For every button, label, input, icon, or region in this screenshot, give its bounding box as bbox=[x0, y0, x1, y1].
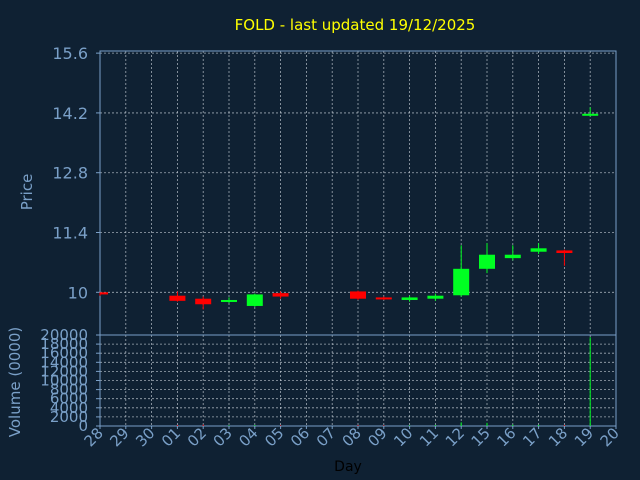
volume-tick-label: 10000 bbox=[40, 372, 88, 390]
candle-body-down bbox=[195, 298, 212, 305]
candle-body-up bbox=[246, 294, 263, 306]
price-panel: 10 11.4 12.8 14.2 15.6 bbox=[52, 44, 617, 336]
candle-body-down bbox=[169, 295, 186, 301]
candle-body-up bbox=[401, 297, 418, 300]
candle-body-up bbox=[427, 295, 444, 299]
volume-tick-label: 16000 bbox=[40, 344, 88, 362]
x-axis-label: Day bbox=[334, 459, 362, 475]
volume-tick-label: 2000 bbox=[50, 408, 88, 426]
volume-tick-label: 4000 bbox=[50, 399, 88, 417]
volume-tick-label: 8000 bbox=[50, 381, 88, 399]
price-tick-label: 15.6 bbox=[52, 44, 88, 63]
price-tick-label: 14.2 bbox=[52, 104, 88, 123]
volume-tick-label: 14000 bbox=[40, 353, 88, 371]
candle-body-up bbox=[479, 254, 495, 269]
candle-body-down bbox=[350, 291, 366, 299]
candle-body-up bbox=[530, 248, 547, 252]
price-tick-label: 11.4 bbox=[52, 224, 88, 243]
volume-tick-label: 0 bbox=[78, 417, 88, 435]
price-axis-label: Price bbox=[18, 174, 36, 211]
volume-tick-label: 12000 bbox=[40, 362, 88, 380]
price-tick-label: 12.8 bbox=[52, 164, 88, 183]
volume-axis-label: Volume (0000) bbox=[6, 327, 24, 437]
chart-title: FOLD - last updated 19/12/2025 bbox=[235, 16, 476, 34]
volume-tick-label: 6000 bbox=[50, 390, 88, 408]
candle-body-up bbox=[504, 254, 521, 259]
candle-body-down bbox=[272, 293, 289, 297]
candle-body-up bbox=[453, 268, 470, 296]
candle-body-up bbox=[221, 299, 237, 302]
volume-tick-label: 18000 bbox=[40, 335, 88, 353]
candle-body-down bbox=[100, 292, 108, 295]
candle-body-down bbox=[375, 297, 392, 300]
volume-tick-label: 20000 bbox=[40, 326, 88, 344]
candle-body-up bbox=[582, 113, 599, 116]
candle-body-down bbox=[556, 250, 573, 254]
volume-panel: 0200040006000800010000120001400016000180… bbox=[40, 326, 617, 435]
price-tick-label: 10 bbox=[68, 283, 88, 302]
